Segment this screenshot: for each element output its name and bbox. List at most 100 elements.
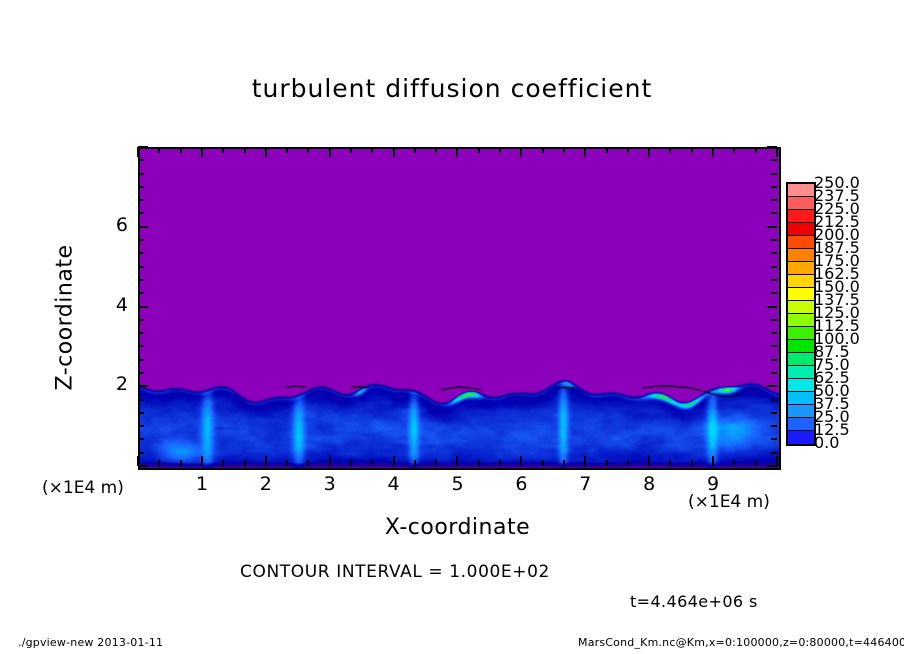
colorbar-band bbox=[788, 431, 814, 444]
y-tick-left bbox=[138, 399, 144, 401]
x-tick-top bbox=[691, 147, 693, 153]
x-tick-bottom bbox=[584, 456, 586, 466]
y-tick-right bbox=[771, 345, 777, 347]
x-tick-top bbox=[712, 147, 714, 157]
y-tick-left bbox=[138, 359, 144, 361]
x-tick-bottom bbox=[733, 460, 735, 466]
y-tick-left bbox=[138, 319, 144, 321]
colorbar-tick-label: 125.0 bbox=[814, 303, 860, 322]
x-tick-top bbox=[520, 147, 522, 157]
x-tick-bottom bbox=[201, 456, 203, 466]
colorbar-tick-label: 150.0 bbox=[814, 277, 860, 296]
y-tick-right bbox=[767, 226, 777, 228]
x-tick-bottom bbox=[265, 456, 267, 466]
x-axis-title: X-coordinate bbox=[384, 515, 531, 540]
y-tick-right bbox=[767, 465, 777, 467]
x-tick-top bbox=[201, 147, 203, 157]
x-tick-top bbox=[350, 147, 352, 153]
colorbar-band bbox=[788, 223, 814, 236]
y-tick-right bbox=[771, 399, 777, 401]
colorbar-band bbox=[788, 262, 814, 275]
y-tick-right bbox=[771, 319, 777, 321]
y-tick-right bbox=[771, 173, 777, 175]
y-tick-left bbox=[138, 465, 148, 467]
colorbar-band bbox=[788, 288, 814, 301]
colorbar-tick-label: 137.5 bbox=[814, 290, 860, 309]
x-tick-label: 2 bbox=[259, 473, 272, 495]
x-tick-top bbox=[456, 147, 458, 157]
y-tick-right bbox=[771, 239, 777, 241]
x-tick-bottom bbox=[606, 460, 608, 466]
colorbar-band bbox=[788, 353, 814, 366]
x-tick-bottom bbox=[286, 460, 288, 466]
x-tick-bottom bbox=[478, 460, 480, 466]
colorbar-tick-label: 212.5 bbox=[814, 212, 860, 231]
x-tick-top bbox=[478, 147, 480, 153]
y-axis-unit-label: (×1E4 m) bbox=[42, 478, 124, 498]
colorbar-band bbox=[788, 418, 814, 431]
y-tick-left bbox=[138, 186, 144, 188]
x-tick-top bbox=[776, 147, 778, 157]
x-tick-top bbox=[499, 147, 501, 153]
colorbar-band bbox=[788, 236, 814, 249]
x-tick-top bbox=[244, 147, 246, 153]
x-tick-label: 1 bbox=[195, 473, 208, 495]
colorbar-tick-label: 237.5 bbox=[814, 186, 860, 205]
y-tick-left bbox=[138, 199, 144, 201]
x-tick-top bbox=[158, 147, 160, 153]
y-tick-left bbox=[138, 452, 144, 454]
colorbar-band bbox=[788, 327, 814, 340]
y-tick-left bbox=[138, 159, 144, 161]
y-tick-left bbox=[138, 252, 144, 254]
x-tick-top bbox=[648, 147, 650, 157]
y-tick-left bbox=[138, 438, 144, 440]
x-tick-bottom bbox=[393, 456, 395, 466]
colorbar-band bbox=[788, 301, 814, 314]
x-tick-label: 6 bbox=[515, 473, 528, 495]
x-tick-bottom bbox=[648, 456, 650, 466]
x-tick-bottom bbox=[350, 460, 352, 466]
footer-command: ./gpview-new 2013-01-11 bbox=[18, 636, 164, 649]
colorbar-tick-label: 162.5 bbox=[814, 264, 860, 283]
x-tick-label: 7 bbox=[579, 473, 592, 495]
x-tick-bottom bbox=[222, 460, 224, 466]
colorbar-tick-label: 187.5 bbox=[814, 238, 860, 257]
y-tick-left bbox=[138, 146, 148, 148]
x-tick-bottom bbox=[435, 460, 437, 466]
colorbar-band bbox=[788, 379, 814, 392]
x-tick-top bbox=[393, 147, 395, 157]
x-tick-top bbox=[542, 147, 544, 153]
x-tick-bottom bbox=[691, 460, 693, 466]
colorbar-tick-label: 87.5 bbox=[814, 342, 850, 361]
y-tick-right bbox=[771, 159, 777, 161]
y-tick-right bbox=[771, 372, 777, 374]
x-tick-bottom bbox=[627, 460, 629, 466]
colorbar-band bbox=[788, 366, 814, 379]
y-tick-left bbox=[138, 385, 148, 387]
x-tick-top bbox=[286, 147, 288, 153]
x-tick-bottom bbox=[456, 456, 458, 466]
x-tick-bottom bbox=[776, 456, 778, 466]
colorbar-band bbox=[788, 197, 814, 210]
y-tick-right bbox=[771, 292, 777, 294]
x-tick-top bbox=[222, 147, 224, 153]
colorbar-tick-label: 62.5 bbox=[814, 368, 850, 387]
contour-interval-label: CONTOUR INTERVAL = 1.000E+02 bbox=[240, 562, 550, 582]
x-tick-bottom bbox=[669, 460, 671, 466]
x-tick-top bbox=[669, 147, 671, 153]
y-tick-left bbox=[138, 425, 144, 427]
colorbar-tick-label: 75.0 bbox=[814, 355, 850, 374]
x-tick-label: 9 bbox=[707, 473, 720, 495]
colorbar-band bbox=[788, 184, 814, 197]
colorbar-band bbox=[788, 314, 814, 327]
x-tick-top bbox=[755, 147, 757, 153]
x-tick-top bbox=[371, 147, 373, 153]
x-axis-unit-label: (×1E4 m) bbox=[688, 492, 770, 512]
colorbar-band bbox=[788, 275, 814, 288]
x-tick-bottom bbox=[137, 456, 139, 466]
y-tick-right bbox=[771, 452, 777, 454]
time-label: t=4.464e+06 s bbox=[630, 592, 758, 611]
y-tick-right bbox=[771, 186, 777, 188]
y-tick-left bbox=[138, 412, 144, 414]
y-tick-label: 4 bbox=[115, 293, 128, 316]
